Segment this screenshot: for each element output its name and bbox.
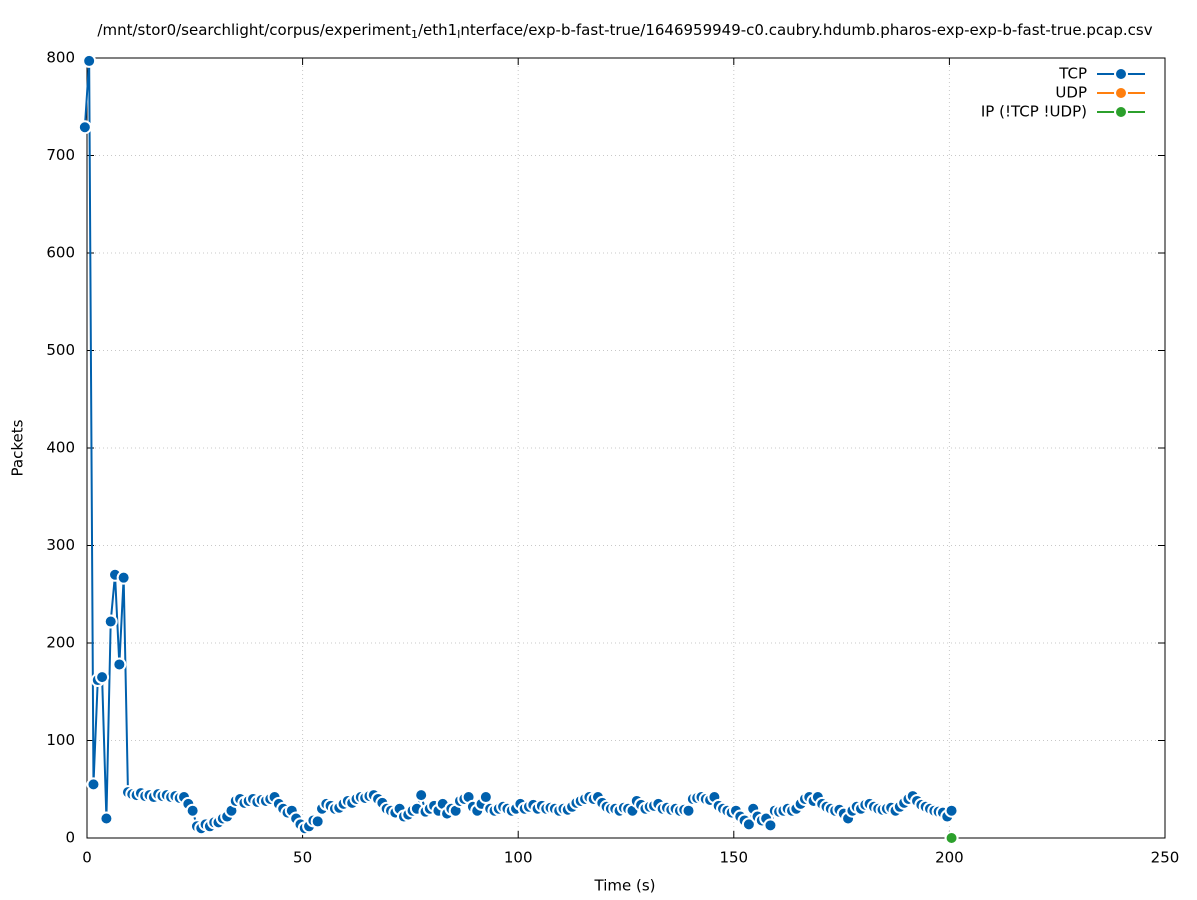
y-tick-label: 600 (46, 244, 75, 262)
x-tick-label: 150 (719, 849, 748, 867)
x-tick-label: 200 (935, 849, 964, 867)
y-tick-label: 0 (65, 829, 75, 847)
y-tick-label: 700 (46, 146, 75, 164)
y-tick-label: 500 (46, 341, 75, 359)
legend-label: IP (!TCP !UDP) (981, 103, 1087, 121)
y-axis-label: Packets (9, 419, 27, 476)
data-point (82, 53, 97, 68)
data-point (944, 831, 959, 845)
data-point (95, 670, 110, 685)
data-point (103, 614, 118, 629)
data-point (77, 120, 92, 135)
x-tick-label: 50 (293, 849, 312, 867)
series-line (83, 60, 953, 830)
x-tick-label: 250 (1151, 849, 1180, 867)
data-point (185, 803, 200, 818)
data-point (86, 777, 101, 792)
data-point (99, 811, 114, 826)
title-part: /eth1 (418, 21, 457, 39)
title-part: nterface/exp-b-fast-true/1646959949-c0.c… (460, 21, 1152, 39)
y-tick-label: 100 (46, 731, 75, 749)
title-part: 1 (411, 28, 418, 41)
x-tick-label: 0 (82, 849, 92, 867)
data-point (681, 803, 696, 818)
chart-title: /mnt/stor0/searchlight/corpus/experiment… (97, 21, 1152, 42)
title-part: /mnt/stor0/searchlight/corpus/experiment (97, 21, 411, 39)
data-point (741, 817, 756, 832)
data-point (944, 803, 959, 818)
legend-label: TCP (1058, 65, 1087, 83)
y-tick-label: 400 (46, 439, 75, 457)
data-point (763, 818, 778, 833)
legend-label: UDP (1055, 84, 1087, 102)
title-part: I (457, 28, 460, 41)
legend-marker (1114, 105, 1128, 119)
data-point (478, 790, 493, 805)
y-tick-label: 800 (46, 49, 75, 67)
legend-marker (1114, 86, 1128, 100)
x-tick-label: 100 (504, 849, 533, 867)
data-point (310, 814, 325, 829)
data-point (414, 788, 429, 803)
legend-marker (1114, 67, 1128, 81)
data-point (116, 570, 131, 585)
plot-border (86, 57, 1166, 839)
y-tick-label: 300 (46, 536, 75, 554)
x-axis-label: Time (s) (594, 877, 656, 895)
data-point (112, 657, 127, 672)
y-tick-label: 200 (46, 634, 75, 652)
